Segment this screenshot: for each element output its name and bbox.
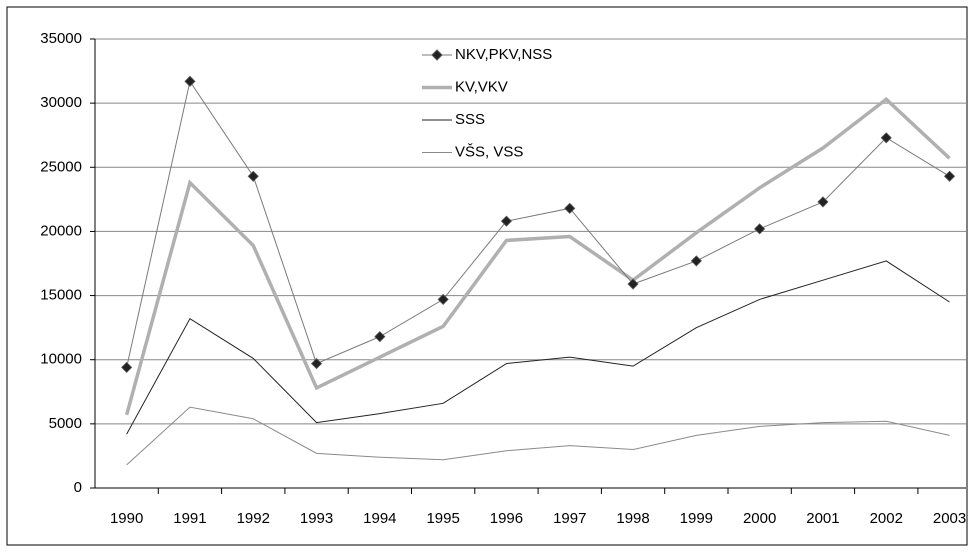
y-tick-label: 35000 xyxy=(40,30,82,47)
x-tick-label: 1990 xyxy=(110,510,143,527)
data-marker xyxy=(121,361,133,373)
y-tick-label: 10000 xyxy=(40,351,82,368)
x-tick-label: 1993 xyxy=(300,510,333,527)
y-tick-label: 20000 xyxy=(40,222,82,239)
data-marker xyxy=(627,278,639,290)
x-tick-label: 1991 xyxy=(173,510,206,527)
y-tick-label: 5000 xyxy=(49,415,82,432)
x-tick-label: 1999 xyxy=(680,510,713,527)
legend-marker xyxy=(431,49,443,61)
x-tick-label: 1997 xyxy=(553,510,586,527)
x-tick-label: 2001 xyxy=(806,510,839,527)
series-line xyxy=(126,80,950,368)
series-line xyxy=(126,406,950,466)
data-marker xyxy=(437,293,449,305)
series-line xyxy=(124,97,951,416)
x-tick-label: 2003 xyxy=(933,510,966,527)
y-tick-label: 0 xyxy=(74,479,82,496)
x-tick-label: 1992 xyxy=(237,510,270,527)
data-marker xyxy=(754,223,766,235)
data-marker xyxy=(374,331,386,343)
y-tick-label: 25000 xyxy=(40,158,82,175)
data-marker xyxy=(690,255,702,267)
y-tick-label: 30000 xyxy=(40,94,82,111)
data-marker xyxy=(817,196,829,208)
legend-label: VŠS, VSS xyxy=(455,143,523,160)
chart-frame xyxy=(6,6,968,546)
data-marker xyxy=(184,75,196,87)
data-marker xyxy=(310,357,323,370)
y-tick-label: 15000 xyxy=(40,287,82,304)
x-tick-label: 1998 xyxy=(616,510,649,527)
data-marker xyxy=(247,170,259,182)
x-tick-label: 1996 xyxy=(490,510,523,527)
x-tick-label: 2002 xyxy=(870,510,903,527)
x-tick-label: 1994 xyxy=(363,510,396,527)
legend-label: NKV,PKV,NSS xyxy=(455,46,552,63)
series-line xyxy=(126,260,950,435)
data-marker xyxy=(880,132,892,144)
x-tick-label: 2000 xyxy=(743,510,776,527)
data-marker xyxy=(564,202,576,214)
legend-label: KV,VKV xyxy=(455,78,508,95)
legend-label: SSS xyxy=(455,111,485,128)
data-marker xyxy=(943,170,956,182)
data-marker xyxy=(500,215,513,227)
x-tick-label: 1995 xyxy=(426,510,459,527)
